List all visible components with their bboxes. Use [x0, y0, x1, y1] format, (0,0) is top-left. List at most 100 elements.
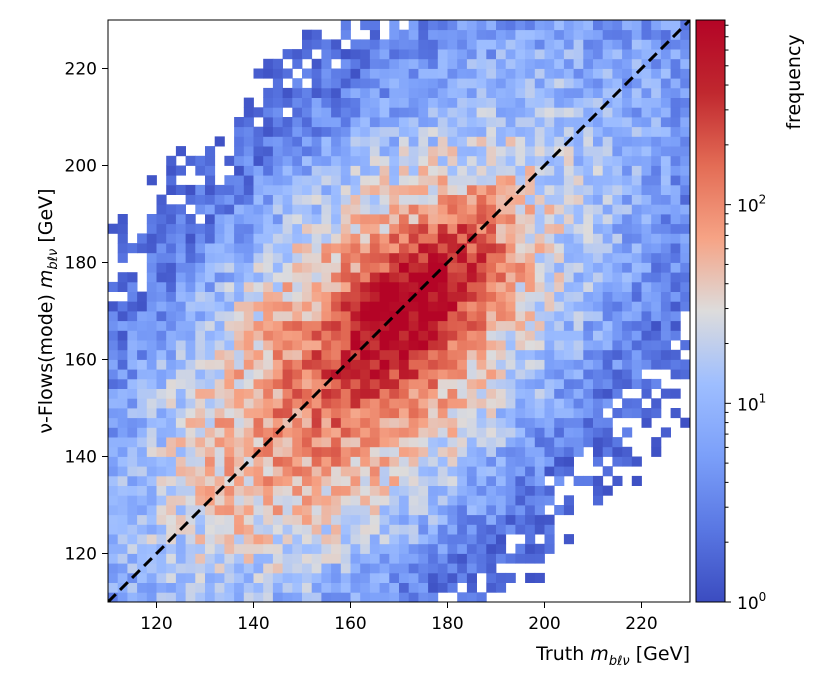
heatmap-cell	[175, 340, 186, 351]
heatmap-cell	[660, 311, 671, 322]
heatmap-cell	[389, 446, 400, 457]
heatmap-cell	[360, 592, 371, 602]
heatmap-cell	[195, 543, 206, 554]
heatmap-cell	[224, 505, 235, 516]
heatmap-cell	[670, 68, 681, 79]
heatmap-cell	[525, 485, 536, 496]
heatmap-cell	[505, 204, 516, 215]
heatmap-cell	[195, 320, 206, 331]
heatmap-cell	[117, 543, 128, 554]
heatmap-cell	[340, 58, 351, 69]
heatmap-cell	[389, 388, 400, 399]
heatmap-cell	[457, 340, 468, 351]
heatmap-cell	[224, 456, 235, 467]
heatmap-cell	[263, 301, 274, 312]
heatmap-cell	[651, 243, 662, 254]
heatmap-cell	[205, 505, 216, 516]
heatmap-cell	[496, 97, 507, 108]
heatmap-cell	[476, 456, 487, 467]
heatmap-cell	[175, 291, 186, 302]
heatmap-cell	[573, 291, 584, 302]
heatmap-cell	[515, 136, 526, 147]
heatmap-cell	[544, 281, 555, 292]
heatmap-cell	[331, 485, 342, 496]
heatmap-cell	[457, 165, 468, 176]
heatmap-cell	[205, 524, 216, 535]
heatmap-cell	[302, 446, 313, 457]
heatmap-cell	[360, 349, 371, 360]
heatmap-cell	[466, 466, 477, 477]
heatmap-cell	[408, 475, 419, 486]
heatmap-cell	[612, 68, 623, 79]
heatmap-cell	[156, 466, 167, 477]
heatmap-cell	[369, 20, 380, 31]
heatmap-cell	[127, 427, 138, 438]
heatmap-cell	[641, 281, 652, 292]
heatmap-cell	[379, 582, 390, 593]
heatmap-cell	[525, 214, 536, 225]
heatmap-cell	[360, 126, 371, 137]
heatmap-cell	[505, 301, 516, 312]
heatmap-cell	[272, 359, 283, 370]
heatmap-cell	[428, 311, 439, 322]
heatmap-cell	[399, 475, 410, 486]
heatmap-cell	[583, 330, 594, 341]
heatmap-cell	[369, 437, 380, 448]
heatmap-cell	[525, 223, 536, 234]
heatmap-cell	[660, 427, 671, 438]
heatmap-cell	[272, 68, 283, 79]
heatmap-cell	[593, 291, 604, 302]
heatmap-cell	[631, 233, 642, 244]
heatmap-cell	[554, 330, 565, 341]
heatmap-cell	[612, 146, 623, 157]
heatmap-cell	[234, 543, 245, 554]
heatmap-cell	[243, 388, 254, 399]
heatmap-cell	[350, 146, 361, 157]
heatmap-cell	[369, 252, 380, 263]
heatmap-cell	[146, 485, 157, 496]
heatmap-cell	[156, 378, 167, 389]
heatmap-cell	[117, 553, 128, 564]
heatmap-cell	[486, 243, 497, 254]
heatmap-cell	[379, 194, 390, 205]
heatmap-cell	[205, 204, 216, 215]
heatmap-cell	[243, 204, 254, 215]
heatmap-cell	[573, 175, 584, 186]
heatmap-cell	[127, 417, 138, 428]
heatmap-cell	[437, 524, 448, 535]
heatmap-cell	[563, 155, 574, 166]
heatmap-cell	[583, 204, 594, 215]
heatmap-cell	[583, 252, 594, 263]
heatmap-cell	[408, 505, 419, 516]
heatmap-cell	[369, 534, 380, 545]
heatmap-cell	[195, 563, 206, 574]
heatmap-cell	[185, 553, 196, 564]
heatmap-cell	[156, 582, 167, 593]
heatmap-cell	[340, 214, 351, 225]
heatmap-cell	[331, 175, 342, 186]
heatmap-cell	[321, 252, 332, 263]
heatmap-cell	[544, 155, 555, 166]
heatmap-cell	[389, 29, 400, 40]
heatmap-cell	[331, 301, 342, 312]
heatmap-cell	[563, 378, 574, 389]
heatmap-cell	[263, 514, 274, 525]
heatmap-cell	[418, 340, 429, 351]
heatmap-cell	[660, 107, 671, 118]
heatmap-cell	[563, 233, 574, 244]
heatmap-cell	[224, 572, 235, 583]
heatmap-cell	[573, 369, 584, 380]
heatmap-cell	[476, 330, 487, 341]
heatmap-cell	[379, 291, 390, 302]
heatmap-cell	[146, 291, 157, 302]
heatmap-cell	[447, 320, 458, 331]
heatmap-cell	[525, 243, 536, 254]
heatmap-cell	[622, 87, 633, 98]
heatmap-cell	[369, 223, 380, 234]
heatmap-cell	[399, 165, 410, 176]
heatmap-cell	[272, 505, 283, 516]
heatmap-cell	[127, 485, 138, 496]
plot-area	[108, 20, 690, 602]
heatmap-cell	[185, 378, 196, 389]
heatmap-cell	[185, 572, 196, 583]
